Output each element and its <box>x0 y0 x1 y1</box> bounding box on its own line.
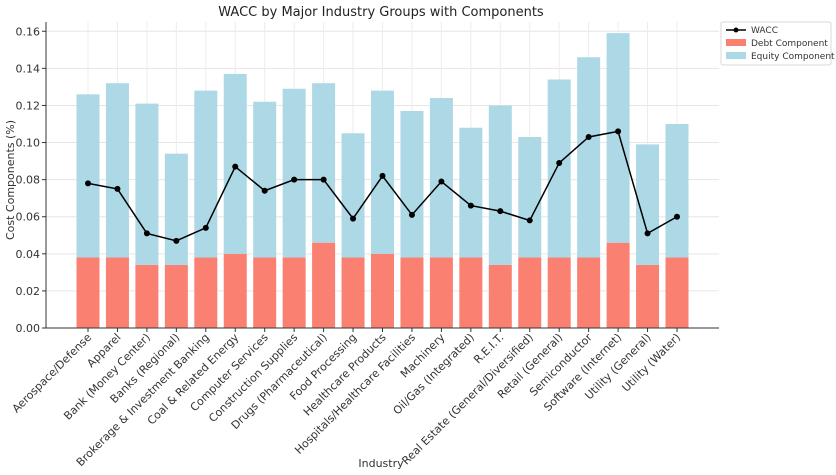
wacc-point <box>261 187 268 194</box>
y-tick-label: 0.10 <box>16 137 41 150</box>
debt-bar <box>577 257 601 328</box>
equity-bar <box>400 111 424 258</box>
equity-bar <box>665 124 689 258</box>
debt-bar <box>606 242 630 328</box>
wacc-series <box>85 128 680 244</box>
y-tick-label: 0.00 <box>16 322 41 335</box>
wacc-point <box>467 202 474 209</box>
wacc-point <box>674 213 680 220</box>
debt-bar <box>194 257 218 328</box>
wacc-point <box>114 185 121 192</box>
equity-bar <box>135 103 159 265</box>
wacc-point <box>526 217 533 224</box>
equity-bars <box>76 33 689 265</box>
debt-bar <box>488 264 512 328</box>
y-axis-label: Cost Components (%) <box>4 120 17 240</box>
wacc-point <box>438 178 445 185</box>
wacc-point <box>585 133 592 140</box>
debt-bars <box>76 242 689 328</box>
wacc-point <box>232 163 239 170</box>
y-tick-label: 0.16 <box>16 25 41 38</box>
wacc-point <box>143 230 150 237</box>
equity-bar <box>429 98 453 258</box>
equity-bar <box>76 94 100 258</box>
debt-bar <box>223 253 247 328</box>
debt-bar <box>665 257 689 328</box>
legend-wacc-marker-icon <box>733 27 739 33</box>
wacc-point <box>408 211 415 218</box>
debt-bar <box>105 257 129 328</box>
equity-bar <box>488 105 512 265</box>
debt-bar <box>282 257 306 328</box>
y-tick-label: 0.08 <box>16 174 41 187</box>
debt-bar <box>400 257 424 328</box>
y-tick-label: 0.06 <box>16 211 41 224</box>
equity-bar <box>312 83 336 243</box>
y-axis-ticks: 0.00 0.02 0.04 0.06 0.08 0.10 0.12 0.14 0.16 <box>16 25 46 335</box>
debt-bar <box>76 257 100 328</box>
equity-bar <box>164 153 188 265</box>
y-tick-label: 0.12 <box>16 99 41 112</box>
debt-bar <box>135 264 159 328</box>
debt-bar <box>253 257 277 328</box>
equity-bar <box>194 90 218 258</box>
y-tick-label: 0.02 <box>16 285 41 298</box>
y-tick-label: 0.04 <box>16 248 41 261</box>
wacc-point <box>85 180 91 187</box>
equity-bar <box>105 83 129 258</box>
debt-bar <box>429 257 453 328</box>
wacc-point <box>173 237 180 244</box>
wacc-point <box>379 172 386 179</box>
legend-box <box>720 21 832 66</box>
legend-equity-swatch-icon <box>726 52 746 59</box>
equity-bar <box>636 144 660 265</box>
legend-wacc-label: WACC <box>751 26 778 36</box>
wacc-point <box>291 176 298 183</box>
wacc-point <box>320 176 327 183</box>
equity-bar <box>577 57 601 258</box>
wacc-point <box>615 128 622 135</box>
wacc-point <box>202 224 209 231</box>
wacc-point <box>556 159 563 166</box>
legend: WACC Debt Component Equity Component <box>720 21 835 66</box>
wacc-point <box>350 215 357 222</box>
debt-bar <box>341 257 365 328</box>
debt-bar <box>547 257 571 328</box>
debt-bar <box>371 253 394 328</box>
equity-bar <box>282 88 306 258</box>
legend-equity-label: Equity Component <box>751 52 835 62</box>
y-tick-label: 0.14 <box>16 62 41 75</box>
debt-bar <box>518 257 542 328</box>
debt-bar <box>312 242 336 328</box>
debt-bar <box>459 257 483 328</box>
debt-bar <box>164 264 188 328</box>
equity-bar <box>459 127 483 258</box>
equity-bar <box>341 133 365 258</box>
chart-title: WACC by Major Industry Groups with Compo… <box>218 5 544 20</box>
legend-debt-swatch-icon <box>726 39 746 46</box>
wacc-point <box>497 208 504 215</box>
legend-debt-label: Debt Component <box>751 39 828 49</box>
equity-bar <box>606 33 630 243</box>
debt-bar <box>636 264 660 328</box>
equity-bar <box>518 136 542 258</box>
equity-bar <box>371 90 394 254</box>
equity-bar <box>547 79 571 258</box>
x-axis-label: Industry <box>358 457 404 470</box>
equity-bar <box>253 101 277 258</box>
wacc-point <box>644 230 651 237</box>
